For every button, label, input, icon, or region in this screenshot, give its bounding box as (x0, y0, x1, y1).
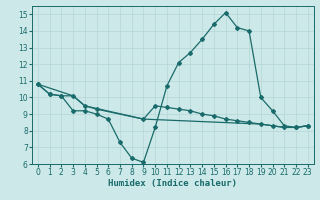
X-axis label: Humidex (Indice chaleur): Humidex (Indice chaleur) (108, 179, 237, 188)
